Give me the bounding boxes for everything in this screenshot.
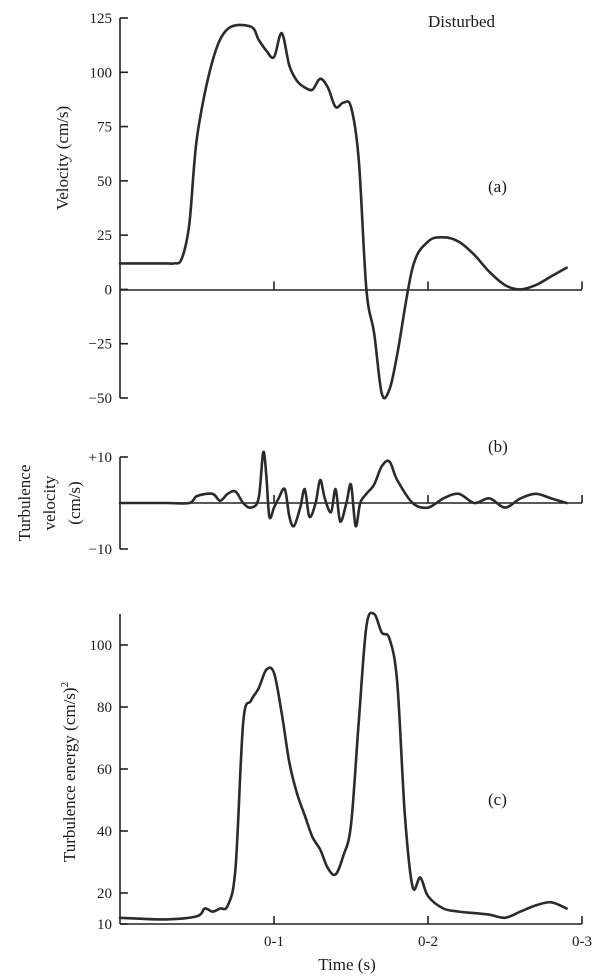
panel-c-y-tick-label: 20 [97,886,112,902]
panel-b-y-axis-label-line-1: Turbulence [15,465,34,542]
panel-a-velocity-curve [118,23,568,400]
panel-b-y-axis-label-line-2: velocity [40,475,59,530]
panel-c-y-tick-label: 40 [97,824,112,840]
panel-a-y-tick-label: −50 [89,391,112,407]
panel-c-y-tick-label: 10 [97,917,112,933]
panel-a-y-tick-label: 50 [97,174,112,190]
panel-b-y-tick-label: +10 [89,450,112,466]
panel-c-y-axis-label-exponent: 2 [59,682,71,688]
panel-b-turbulence-velocity-curve [118,450,568,528]
panel-a-velocity: 125 100 75 50 25 0 −25 −50 Velocity (cm/s) Dist… [53,11,583,407]
panel-c-x-tick-label: 0-2 [418,934,438,950]
panel-c-x-tick-label: 0-3 [572,934,592,950]
panel-a-y-tick-label: 75 [97,120,112,136]
panel-a-y-tick-label: 100 [90,65,113,81]
panel-c-y-axis-label: Turbulence energy (cm/s)2 [59,682,79,862]
panel-b-label: (b) [488,437,508,456]
panel-c-y-tick-label: 60 [97,762,112,778]
panel-a-y-tick-label: 25 [97,228,112,244]
panel-a-y-tick-label: −25 [89,337,112,353]
panel-a-y-axis-label: Velocity (cm/s) [53,106,72,210]
panel-c-label: (c) [488,790,507,809]
panel-c-y-tick-label: 80 [97,700,112,716]
panel-a-label: (a) [488,177,507,196]
panel-c-x-axis-label: Time (s) [318,955,375,974]
panel-b-y-axis-label-line-3: (cm/s) [65,481,84,524]
panel-c-turbulence-energy-curve [118,611,568,921]
panel-c-turbulence-energy: 100 80 60 40 20 10 0-1 0-2 0-3 Turbulence energ… [59,611,592,974]
panel-a-y-tick-label: 125 [90,11,113,27]
panel-b-y-tick-label: −10 [89,542,112,558]
panel-a-y-tick-label: 0 [105,282,113,298]
panel-b-turbulence-velocity: +10 −10 Turbulence velocity (cm/s) (b) [15,437,583,558]
panel-c-x-tick-label: 0-1 [264,934,284,950]
panel-c-y-tick-label: 100 [90,638,113,654]
panel-a-annotation: Disturbed [428,12,496,31]
panel-c-y-axis-label-text: Turbulence energy (cm/s) [60,687,79,862]
